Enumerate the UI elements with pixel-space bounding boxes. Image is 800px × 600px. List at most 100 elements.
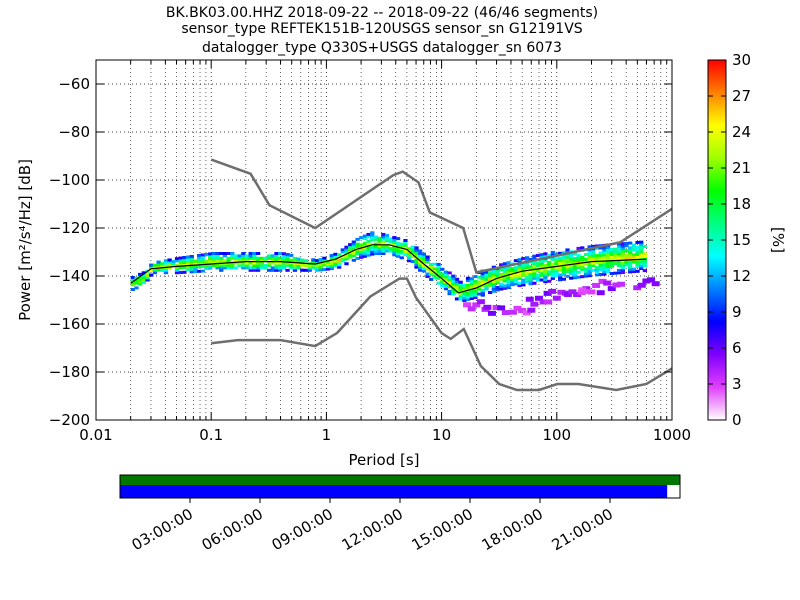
density-cell — [502, 279, 508, 283]
y-tick-label: −60 — [58, 75, 90, 93]
density-cell — [255, 256, 261, 260]
density-cell — [543, 259, 548, 263]
density-cell — [565, 267, 570, 271]
density-cell — [495, 269, 500, 273]
density-cell — [569, 252, 574, 256]
density-cell — [381, 249, 386, 253]
density-cell — [521, 283, 526, 287]
density-cell — [237, 254, 242, 258]
density-cell — [513, 280, 519, 284]
density-cell — [587, 257, 592, 261]
density-cell — [222, 254, 228, 258]
density-cell — [296, 262, 301, 265]
density-cell — [521, 280, 526, 284]
density-cell — [587, 262, 592, 266]
density-cell — [252, 252, 257, 255]
density-cell — [620, 268, 625, 272]
density-cell — [591, 268, 596, 272]
density-cell — [196, 256, 202, 260]
density-cell — [252, 268, 257, 272]
density-cell — [395, 237, 401, 241]
density-cell — [616, 271, 622, 275]
density-cell — [580, 275, 585, 279]
timeline-label: 15:00:00 — [409, 505, 476, 554]
density-cell — [222, 266, 228, 270]
density-cell — [613, 271, 618, 275]
density-cell — [399, 249, 404, 253]
density-cell — [130, 278, 135, 282]
density-cell — [535, 266, 541, 270]
density-cell — [421, 252, 427, 256]
density-cell — [145, 276, 150, 280]
density-cell — [440, 267, 445, 271]
density-cell — [406, 247, 412, 251]
density-cell — [359, 253, 364, 257]
density-cell — [285, 259, 290, 263]
density-cell — [281, 261, 287, 265]
density-cell — [532, 269, 537, 273]
density-cell — [351, 242, 357, 246]
density-cell — [628, 260, 633, 264]
density-cell — [554, 262, 559, 266]
density-cell — [381, 244, 386, 248]
density-cell — [381, 247, 386, 251]
timeline-bottom-bar — [120, 485, 668, 498]
density-cell — [602, 263, 607, 267]
density-cell — [628, 246, 633, 250]
density-cell — [373, 244, 379, 248]
density-cell — [336, 258, 342, 262]
density-cell — [362, 234, 368, 238]
density-cell — [580, 267, 585, 271]
density-cell — [458, 280, 463, 284]
density-cell — [421, 269, 427, 273]
density-cell — [241, 256, 246, 260]
density-cell — [517, 258, 522, 262]
density-cell — [616, 268, 622, 272]
secondary-track-cell — [543, 290, 552, 296]
density-cell — [174, 259, 180, 263]
density-cell — [513, 273, 519, 277]
density-cell — [241, 266, 246, 270]
density-cell — [613, 257, 618, 261]
density-cell — [274, 261, 279, 265]
density-cell — [141, 276, 147, 280]
density-cell — [480, 279, 485, 283]
density-cell — [425, 260, 430, 264]
density-cell — [289, 263, 294, 267]
density-cell — [285, 257, 290, 261]
density-cell — [292, 266, 298, 270]
density-cell — [384, 244, 390, 248]
y-tick-label: −200 — [49, 411, 90, 429]
density-cell — [476, 282, 482, 286]
density-cell — [359, 236, 364, 240]
density-cell — [285, 262, 290, 265]
density-cell — [395, 254, 401, 258]
density-cell — [366, 249, 371, 253]
density-cell — [591, 254, 596, 258]
density-cell — [329, 261, 334, 265]
density-cell — [333, 259, 338, 263]
density-cell — [138, 277, 143, 281]
density-cell — [628, 265, 633, 269]
density-cell — [171, 262, 176, 266]
lines — [130, 158, 673, 392]
density-cell — [532, 262, 537, 266]
density-cell — [524, 265, 530, 269]
density-cell — [628, 256, 633, 260]
density-cell — [318, 263, 323, 267]
density-cell — [421, 267, 427, 271]
secondary-track-cell — [552, 295, 561, 301]
density-cell — [149, 273, 154, 277]
density-cell — [543, 271, 548, 274]
density-cell — [443, 273, 449, 277]
density-cell — [473, 279, 478, 283]
density-cell — [259, 261, 264, 265]
density-cell — [185, 262, 191, 267]
colorbar-tick-label: 24 — [732, 123, 751, 141]
density-cell — [189, 270, 194, 274]
density-cell — [598, 268, 603, 272]
density-cell — [506, 283, 511, 287]
density-cell — [410, 250, 415, 254]
density-cell — [436, 281, 441, 285]
density-cell — [156, 268, 161, 272]
